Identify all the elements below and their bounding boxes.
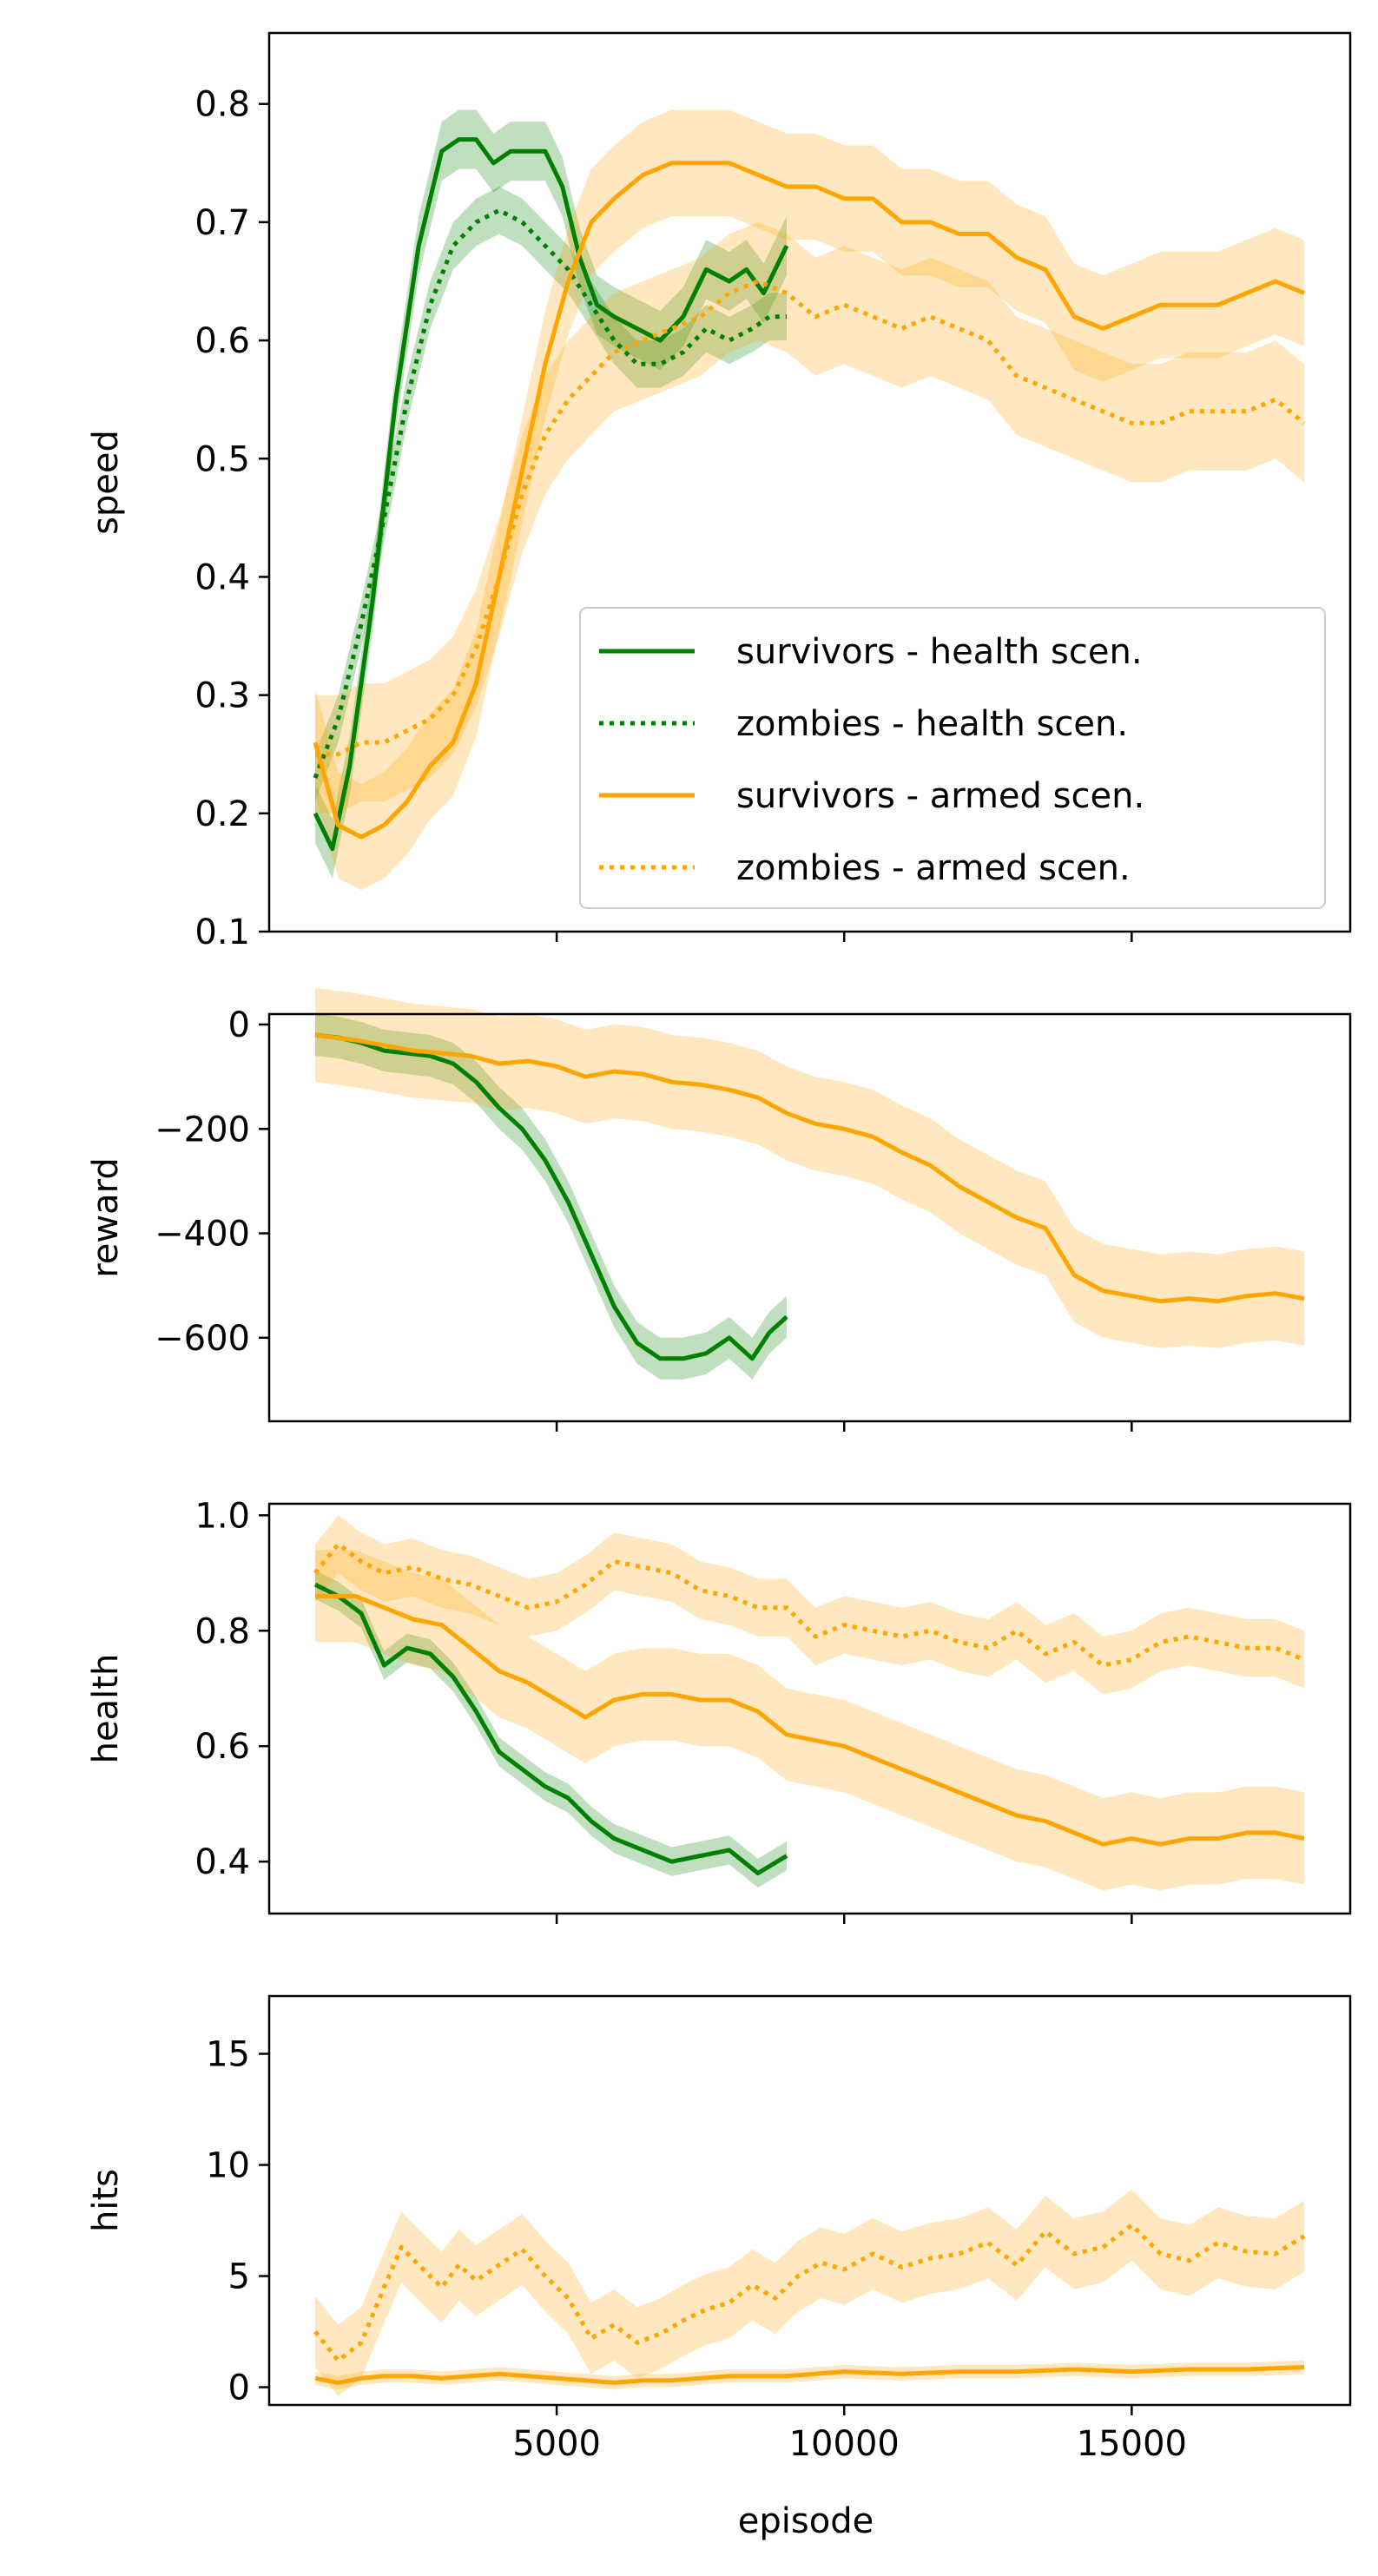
x-tick-label: 15000 [1077,2424,1187,2464]
y-tick-label: 0 [228,1005,250,1045]
y-tick-label: 0 [228,2368,250,2408]
y-tick-label: 0.3 [195,676,250,716]
series-line-1 [315,1593,1305,1847]
legend-entry-label: zombies - armed scen. [736,848,1131,888]
y-tick-label: −200 [155,1110,250,1150]
series-line-0 [314,2365,1305,2385]
x-tick-label: 5000 [512,2424,601,2464]
y-tick-label: 0.1 [195,912,250,952]
series-band-0 [315,1570,787,1888]
y-tick-label: 0.4 [195,557,250,597]
series-line-1 [313,2223,1306,2363]
series-band-0 [315,109,787,879]
reward-panel: 0 −200 −400 −600 reward [86,987,1352,1432]
series-band-3 [315,221,1304,814]
y-tick-label: 0.7 [195,203,250,243]
plot-frame [267,1994,1352,2407]
series-band-1 [315,187,787,802]
y-tick-label: 0.4 [195,1842,250,1882]
y-tick-label: −600 [155,1319,250,1359]
plot-frame [267,31,1352,933]
series-line-0 [313,137,789,852]
y-tick-label: 0.8 [195,1611,250,1651]
legend-entry-label: survivors - health scen. [736,632,1143,672]
y-tick-label: 10 [206,2146,250,2186]
y-tick-label: −400 [155,1215,250,1255]
speed-panel: 0.1 0.2 0.3 0.4 0.5 0.6 0.7 0.8 speed survivors -… [86,31,1352,952]
y-axis-label: health [86,1654,126,1764]
y-tick-label: 0.2 [195,794,250,834]
series-line-2 [313,1542,1305,1668]
plot-frame [267,1502,1352,1915]
series-line-2 [313,161,1305,840]
y-tick-label: 15 [206,2035,250,2075]
y-tick-label: 0.5 [195,439,250,479]
series-line-0 [314,1032,788,1361]
y-axis-label: speed [86,430,126,535]
series-band-0 [315,1014,787,1380]
legend-entry-label: zombies - health scen. [736,704,1128,744]
legend: survivors - health scen. zombies - health… [579,607,1326,909]
y-tick-label: 0.8 [195,85,250,125]
y-axis-label: hits [86,2169,126,2232]
health-panel: 0.4 0.6 0.8 1.0 health [86,1496,1352,1924]
series-line-0 [313,1582,788,1875]
hits-panel: 0 5 10 15 5000 10000 15000 hits [86,1994,1352,2464]
series-line-1 [314,1032,1305,1304]
x-axis-label: episode [738,2501,874,2541]
x-tick-label: 10000 [789,2424,900,2464]
legend-entry-label: survivors - armed scen. [736,776,1144,816]
y-axis-label: reward [86,1157,126,1278]
legend-box [579,607,1326,909]
plot-frame [267,1012,1352,1423]
y-tick-label: 5 [228,2257,250,2297]
series-band-1 [315,987,1304,1348]
y-tick-label: 0.6 [195,1727,250,1767]
y-tick-label: 1.0 [195,1496,250,1536]
y-tick-label: 0.6 [195,321,250,361]
series-band-1 [315,1550,1304,1891]
